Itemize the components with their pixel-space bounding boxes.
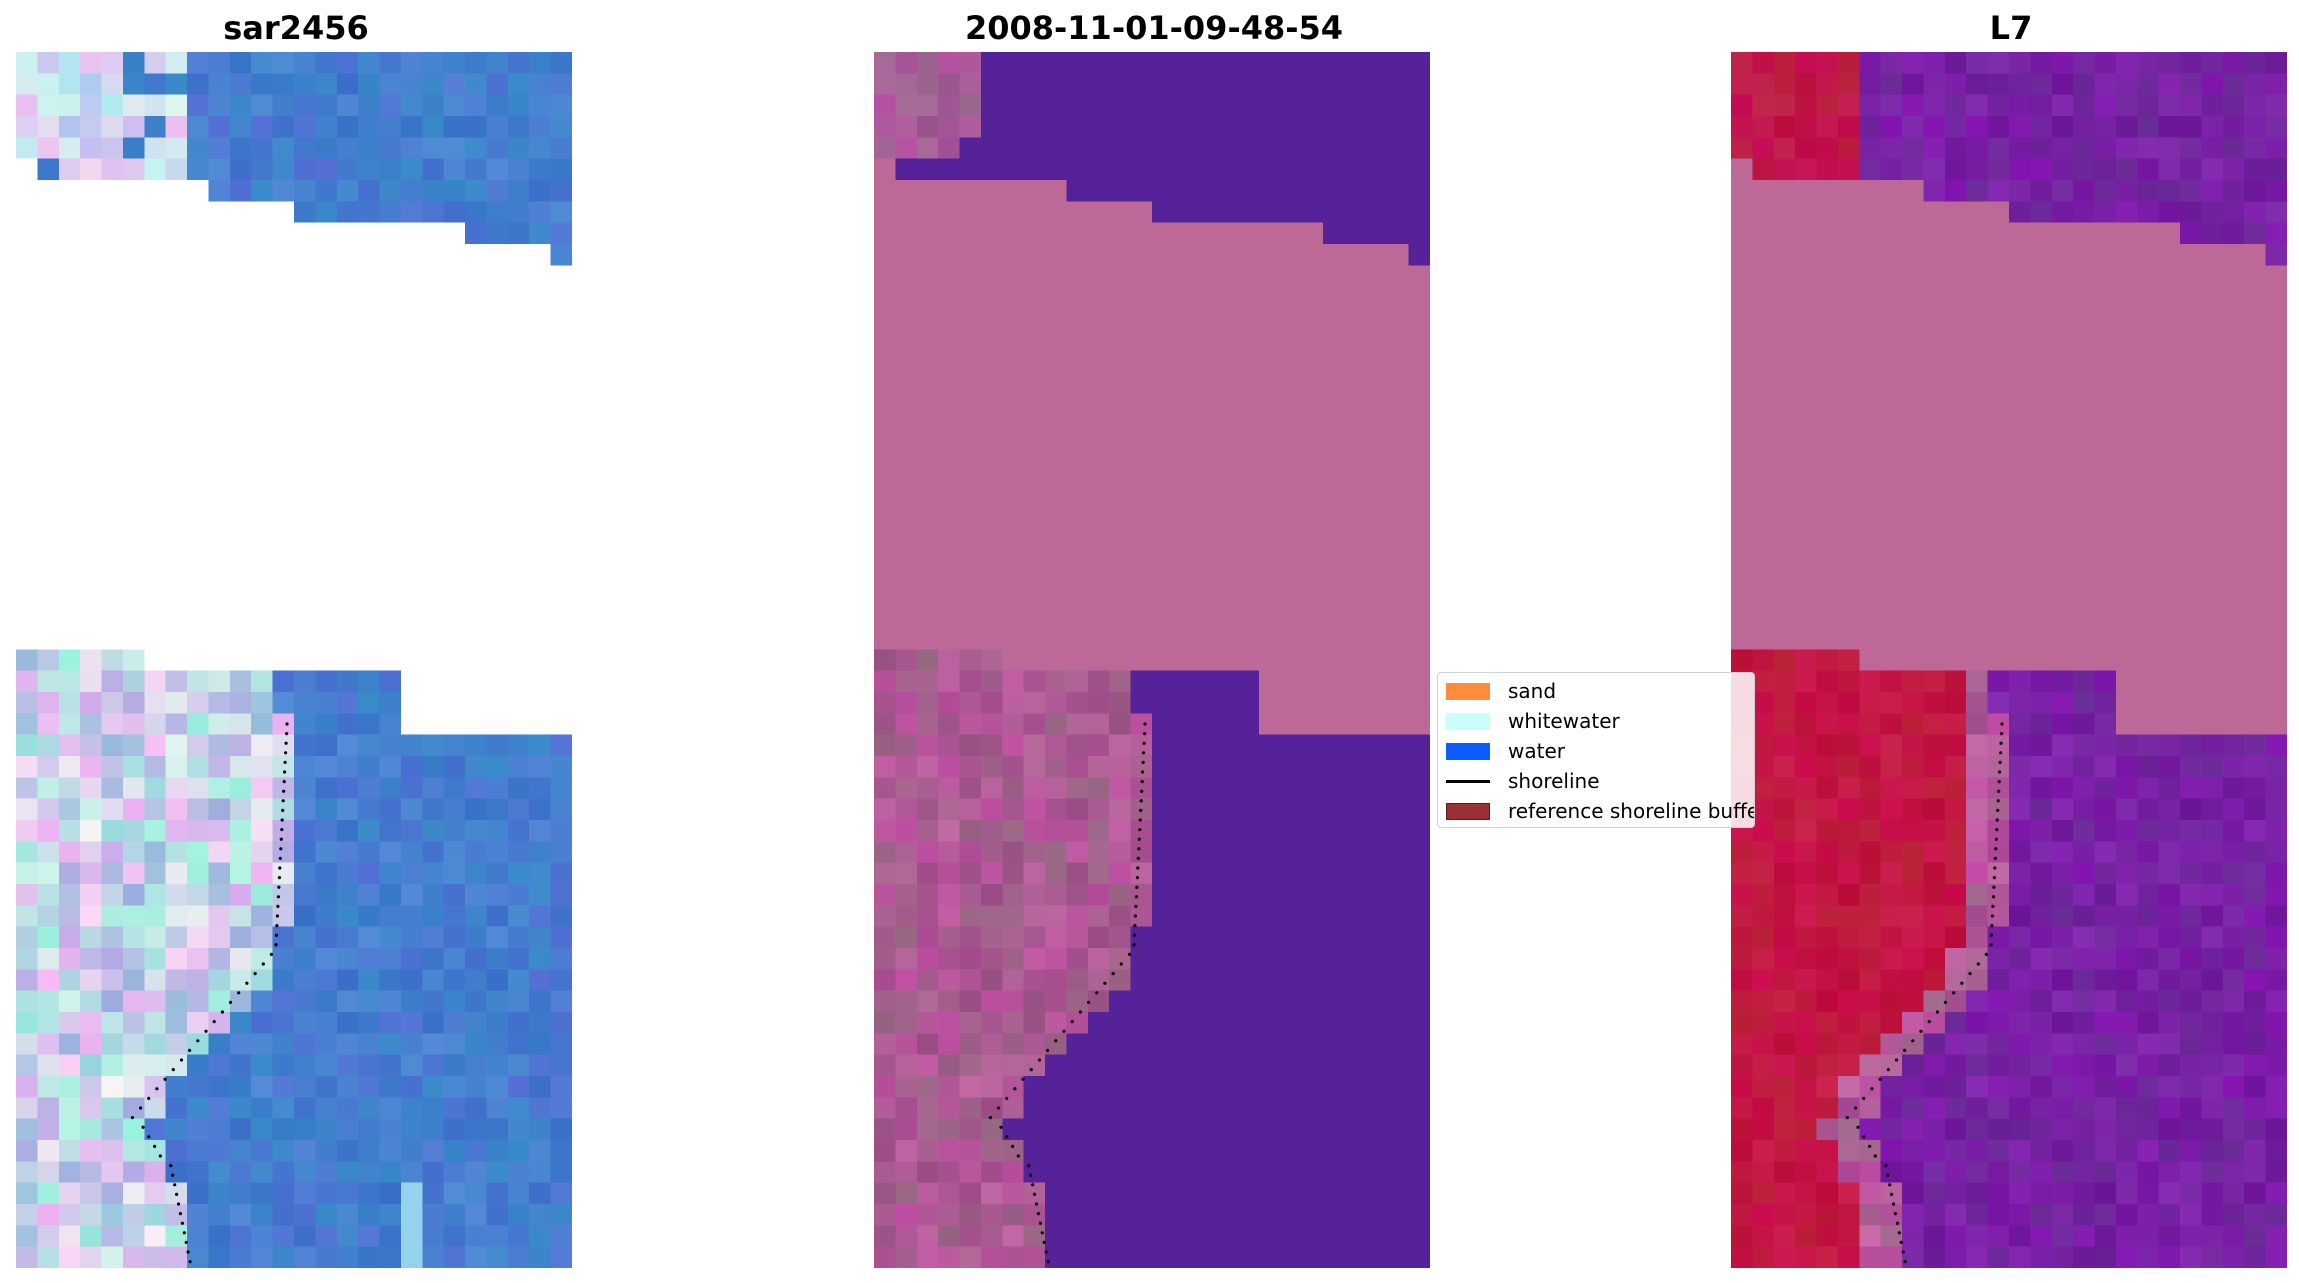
legend-item-whitewater: whitewater: [1446, 708, 1620, 734]
panel-title-index: L7: [1989, 9, 2033, 47]
classified-image-panel: [874, 52, 1430, 1268]
reference-buffer-swatch: [1446, 802, 1490, 820]
legend-label: whitewater: [1508, 709, 1620, 733]
whitewater-swatch: [1446, 712, 1490, 730]
water-swatch: [1446, 742, 1490, 760]
index-image: [1731, 52, 2287, 1268]
legend-label: sand: [1508, 679, 1557, 703]
classified-image: [874, 52, 1430, 1268]
legend-item-water: water: [1446, 738, 1565, 764]
sand-swatch: [1446, 682, 1490, 700]
legend-label: water: [1508, 739, 1565, 763]
legend-label: reference shoreline buffer: [1508, 799, 1755, 823]
legend-label: shoreline: [1508, 769, 1600, 793]
rgb-image: [16, 52, 572, 1268]
panel-title-rgb: sar2456: [223, 9, 369, 47]
index-image-panel: [1731, 52, 2287, 1268]
legend: sand whitewater water shoreline referenc…: [1437, 672, 1755, 828]
legend-item-reference-buffer: reference shoreline buffer: [1446, 798, 1755, 824]
legend-item-shoreline: shoreline: [1446, 768, 1600, 794]
panel-title-classified: 2008-11-01-09-48-54: [964, 9, 1344, 47]
shoreline-line-icon: [1446, 779, 1490, 783]
rgb-image-panel: [16, 52, 572, 1268]
legend-item-sand: sand: [1446, 678, 1556, 704]
